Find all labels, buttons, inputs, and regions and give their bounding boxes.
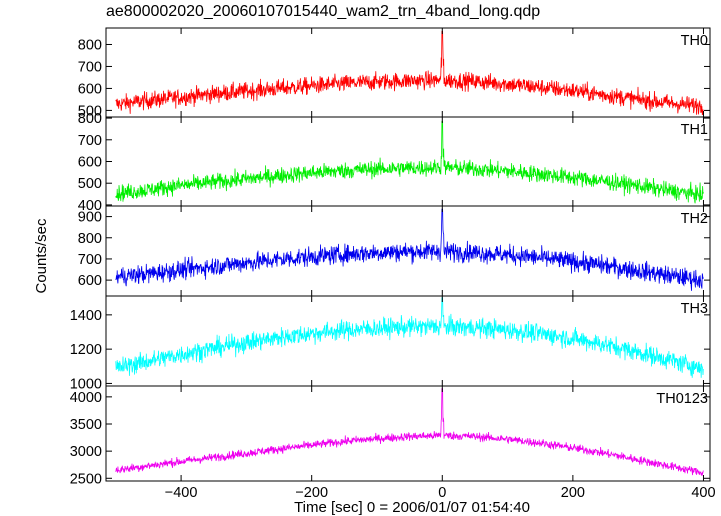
- y-tick-label: 3000: [70, 444, 102, 460]
- panel-th1: 400 500 600 700 800 TH1: [78, 111, 711, 214]
- panel-th2: 600 700 800 900 TH2: [78, 205, 711, 297]
- panel-frame: [105, 27, 711, 118]
- y-tick-label: 800: [78, 37, 102, 53]
- y-tick-label: 900: [78, 210, 102, 226]
- panels-layer: 500 600 700 800 TH0 400 500 600 700 800 TH1 600 700 8…: [70, 27, 711, 487]
- y-tick-label: 1400: [70, 308, 102, 324]
- y-tick-label: 1000: [70, 376, 102, 392]
- series-line-th2: [115, 208, 704, 291]
- panel-label: TH1: [681, 122, 708, 138]
- y-tick-label: 600: [78, 81, 102, 97]
- y-tick-label: 3500: [70, 417, 102, 433]
- panel-frame: [105, 116, 711, 207]
- panel-frame: [105, 295, 711, 387]
- page-title: ae800002020_20060107015440_wam2_trn_4ban…: [106, 3, 541, 20]
- y-tick-label: 4000: [70, 390, 102, 406]
- x-tick-label: 400: [691, 485, 715, 501]
- x-axis-title: Time [sec] 0 = 2006/01/07 01:54:40: [294, 499, 530, 516]
- x-tick-label: 200: [561, 485, 585, 501]
- y-tick-label: 700: [78, 133, 102, 149]
- panel-th3: 1000 1200 1400 TH3: [70, 295, 711, 392]
- panel-th0: 500 600 700 800 TH0: [78, 27, 711, 119]
- y-axis-title: Counts/sec: [33, 218, 50, 294]
- y-tick-label: 800: [78, 231, 102, 247]
- panel-label: TH0: [681, 33, 708, 49]
- y-tick-label: 800: [78, 111, 102, 127]
- x-tick-label: −200: [295, 485, 328, 501]
- panel-th0123: 2500 3000 3500 4000 TH0123: [70, 385, 711, 487]
- series-line-th0123: [115, 388, 704, 477]
- x-tick-label: 0: [438, 485, 446, 501]
- series-line-th0: [115, 30, 704, 115]
- y-tick-label: 600: [78, 155, 102, 171]
- series-line-th1: [115, 120, 704, 204]
- y-tick-label: 500: [78, 103, 102, 119]
- y-tick-label: 400: [78, 198, 102, 214]
- y-tick-label: 600: [78, 273, 102, 289]
- y-tick-label: 700: [78, 59, 102, 75]
- x-axis: −400 −200 0 200 400: [165, 485, 716, 501]
- panel-label: TH3: [681, 301, 708, 317]
- y-tick-label: 700: [78, 252, 102, 268]
- panel-label: TH2: [681, 211, 708, 227]
- y-tick-label: 2500: [70, 471, 102, 487]
- y-tick-label: 1200: [70, 342, 102, 358]
- panel-frame: [105, 385, 711, 482]
- series-line-th3: [115, 297, 704, 378]
- panel-label: TH0123: [656, 391, 708, 407]
- y-tick-label: 500: [78, 176, 102, 192]
- x-tick-label: −400: [165, 485, 198, 501]
